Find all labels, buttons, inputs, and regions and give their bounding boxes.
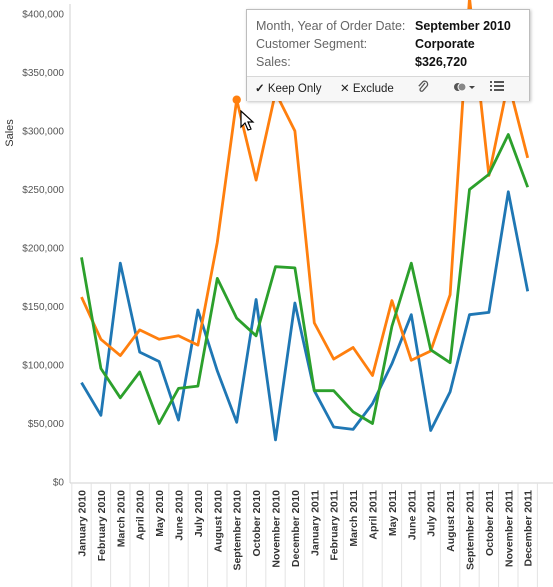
series-lines — [80, 0, 530, 442]
y-tick-label: $350,000 — [22, 68, 64, 79]
paperclip-icon[interactable] — [417, 80, 429, 97]
x-tick-label: December 2011 — [523, 490, 535, 567]
check-icon: ✓ — [255, 83, 265, 95]
x-tick-label: July 2011 — [426, 490, 438, 537]
y-tick-label: $150,000 — [22, 302, 64, 313]
x-tick-label: February 2010 — [96, 490, 108, 561]
y-tick-label: $200,000 — [22, 244, 64, 255]
x-tick-label: April 2010 — [135, 490, 147, 540]
x-tick-label: March 2011 — [348, 490, 360, 547]
x-tick-label: October 2011 — [484, 490, 496, 556]
group-members-icon[interactable] — [453, 80, 477, 97]
keep-only-label: Keep Only — [267, 83, 322, 95]
tooltip-action-bar: ✓ Keep Only ✕ Exclude — [247, 76, 529, 101]
y-axis-label: Sales — [4, 119, 16, 147]
highlighted-point[interactable] — [232, 95, 241, 104]
x-tick-label: July 2010 — [193, 490, 205, 537]
x-tick-label: November 2010 — [271, 490, 283, 568]
x-tick-label: January 2011 — [309, 490, 321, 556]
x-tick-label: June 2010 — [174, 490, 186, 541]
x-tick-label: October 2010 — [251, 490, 263, 557]
x-tick-label: September 2011 — [465, 490, 477, 570]
series-line-2[interactable] — [80, 133, 530, 425]
x-tick-label: August 2010 — [212, 490, 224, 553]
x-tick-label: May 2011 — [387, 490, 399, 536]
x-axis-dividers — [71, 483, 538, 587]
x-tick-label: January 2010 — [77, 490, 89, 557]
tooltip-value-sales: $326,720 — [415, 55, 468, 69]
x-axis-ticks: January 2010 February 2010 March 2010 April… — [77, 490, 535, 571]
tooltip-label-segment: Customer Segment: — [256, 37, 368, 51]
y-tick-label: $300,000 — [22, 127, 64, 138]
x-tick-label: August 2011 — [445, 490, 457, 552]
exclude-label: Exclude — [352, 83, 394, 95]
x-tick-label: May 2010 — [154, 490, 166, 537]
y-tick-label: $100,000 — [22, 361, 64, 372]
x-tick-label: December 2010 — [290, 490, 302, 567]
series-line-0[interactable] — [80, 190, 530, 442]
tooltip-value-month: September 2010 — [415, 19, 511, 33]
x-tick-label: November 2011 — [503, 490, 515, 567]
mouse-cursor-icon — [240, 110, 255, 131]
series-line-1[interactable] — [80, 0, 530, 377]
tooltip-value-segment: Corporate — [415, 37, 475, 51]
y-axis-ticks: $0 $50,000 $100,000 $150,000 $200,000 $250,00… — [22, 10, 64, 489]
y-tick-label: $0 — [53, 478, 65, 489]
x-tick-label: February 2011 — [329, 490, 341, 561]
x-tick-label: June 2011 — [406, 490, 418, 540]
y-tick-label: $400,000 — [22, 10, 64, 21]
y-tick-label: $250,000 — [22, 185, 64, 196]
keep-only-button[interactable]: ✓ Keep Only — [255, 81, 322, 95]
tooltip: Month, Year of Order Date: September 201… — [246, 9, 530, 101]
x-icon: ✕ — [340, 83, 350, 95]
view-data-icon[interactable] — [490, 80, 504, 95]
x-tick-label: April 2011 — [368, 490, 380, 540]
exclude-button[interactable]: ✕ Exclude — [340, 81, 394, 95]
tooltip-label-month: Month, Year of Order Date: — [256, 19, 406, 33]
x-tick-label: March 2010 — [115, 490, 127, 547]
x-tick-label: September 2010 — [232, 490, 244, 571]
y-tick-label: $50,000 — [28, 419, 65, 430]
tooltip-label-sales: Sales: — [256, 55, 291, 69]
